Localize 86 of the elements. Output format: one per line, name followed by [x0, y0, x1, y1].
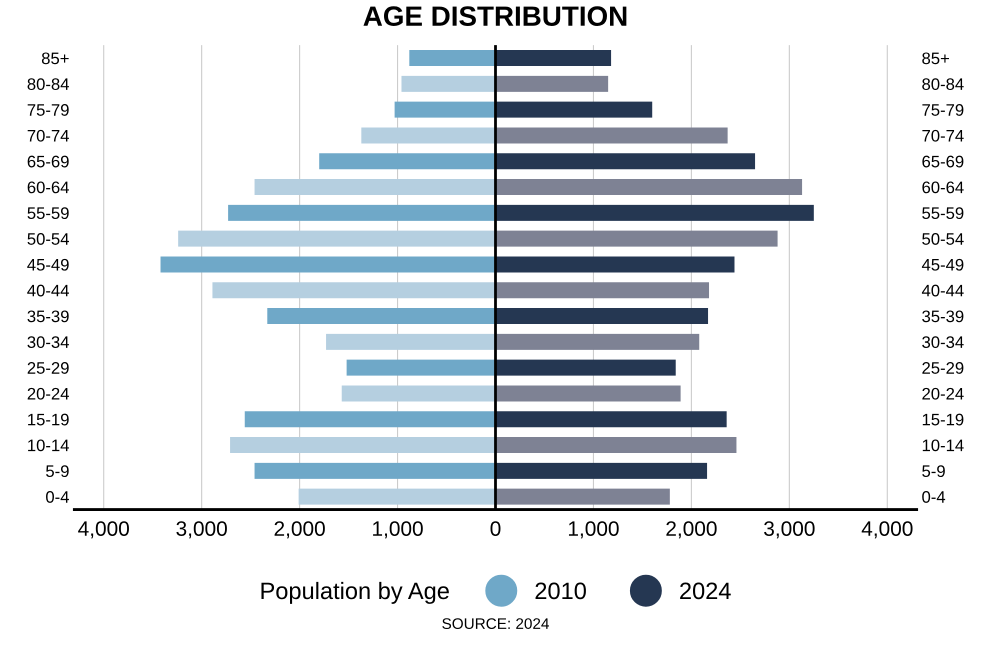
x-tick-label: 4,000 — [78, 521, 129, 538]
bar — [496, 102, 652, 118]
y-tick-label: 30-34 — [922, 336, 964, 348]
category-label: 80-84 — [28, 78, 69, 90]
bar — [319, 153, 496, 170]
y-tick-label: 0-4 — [922, 491, 946, 503]
bar — [496, 204, 814, 221]
y-tick-label: 40-44 — [922, 284, 964, 296]
y-tick-label: 60-64 — [922, 181, 964, 194]
category-label: 35-39 — [27, 310, 69, 322]
category-label: 15-19 — [28, 414, 69, 426]
category-label: 85+ — [42, 52, 69, 64]
y-tick-label: 20-24 — [922, 388, 964, 400]
y-tick-label: 50-54 — [922, 233, 964, 245]
bar — [496, 127, 728, 144]
category-label: 5-9 — [46, 465, 69, 478]
category-label: 0-4 — [46, 491, 69, 503]
category-label: 60-64 — [28, 181, 69, 194]
bar — [496, 308, 708, 324]
bar — [496, 230, 778, 247]
bar — [496, 256, 734, 272]
bar — [496, 179, 802, 196]
category-label: 20-24 — [28, 388, 69, 400]
legend-label: 2024 — [680, 582, 731, 600]
legend-title: Population by Age — [261, 582, 449, 604]
bar — [178, 230, 496, 247]
bar — [228, 204, 496, 221]
x-tick-label: 2,000 — [274, 521, 325, 538]
category-label: 40-44 — [27, 284, 69, 296]
x-tick-label: 2,000 — [666, 521, 717, 538]
y-tick-label: 80-84 — [922, 78, 964, 90]
bar — [267, 308, 496, 324]
y-tick-label: 75-79 — [922, 104, 964, 116]
y-tick-label: 5-9 — [922, 465, 945, 478]
x-tick-label: 1,000 — [373, 521, 423, 538]
category-label: 65-69 — [28, 156, 69, 168]
bar — [496, 385, 681, 402]
category-label: 10-14 — [28, 439, 69, 452]
bar — [212, 282, 496, 298]
bar — [496, 437, 736, 454]
x-tick-label: 3,000 — [764, 521, 815, 538]
bar — [394, 102, 496, 118]
bar — [326, 334, 496, 350]
bar — [254, 179, 496, 196]
bar — [496, 76, 608, 92]
x-tick-label: 0 — [490, 521, 500, 536]
bar — [361, 127, 496, 144]
bar — [496, 282, 710, 298]
y-tick-label: 15-19 — [922, 414, 964, 426]
y-tick-label: 25-29 — [922, 362, 964, 374]
bar — [496, 334, 700, 350]
legend-label: 2010 — [536, 582, 586, 600]
y-tick-label: 55-59 — [922, 207, 964, 220]
x-tick-label: 1,000 — [568, 521, 619, 538]
y-tick-label: 35-39 — [922, 310, 964, 322]
y-tick-label: 45-49 — [922, 258, 964, 271]
bar — [496, 153, 756, 170]
bar — [244, 411, 496, 428]
bar — [409, 50, 496, 66]
bar — [298, 488, 496, 505]
chart-title: AGE DISTRIBUTION — [363, 6, 626, 26]
category-label: 75-79 — [28, 104, 69, 116]
bar — [401, 76, 496, 92]
bar — [230, 437, 496, 454]
y-tick-label: 70-74 — [922, 130, 964, 142]
category-label: 30-34 — [27, 336, 69, 348]
bar — [496, 462, 708, 479]
y-tick-label: 85+ — [922, 52, 949, 64]
bar — [496, 360, 676, 376]
bar — [496, 411, 727, 428]
x-tick-label: 4,000 — [862, 521, 913, 538]
bar — [496, 50, 612, 66]
x-tick-label: 3,000 — [176, 521, 227, 538]
category-label: 70-74 — [28, 130, 69, 142]
y-tick-label: 65-69 — [922, 156, 964, 168]
bar — [254, 462, 496, 479]
bar — [342, 385, 496, 402]
category-label: 50-54 — [28, 233, 69, 245]
category-label: 25-29 — [28, 362, 69, 374]
bar — [346, 360, 496, 376]
bar — [496, 488, 670, 505]
category-label: 55-59 — [28, 207, 69, 220]
category-label: 45-49 — [27, 258, 69, 271]
bar — [160, 256, 496, 272]
source-note: SOURCE: 2024 — [442, 618, 549, 630]
y-tick-label: 10-14 — [922, 439, 964, 452]
